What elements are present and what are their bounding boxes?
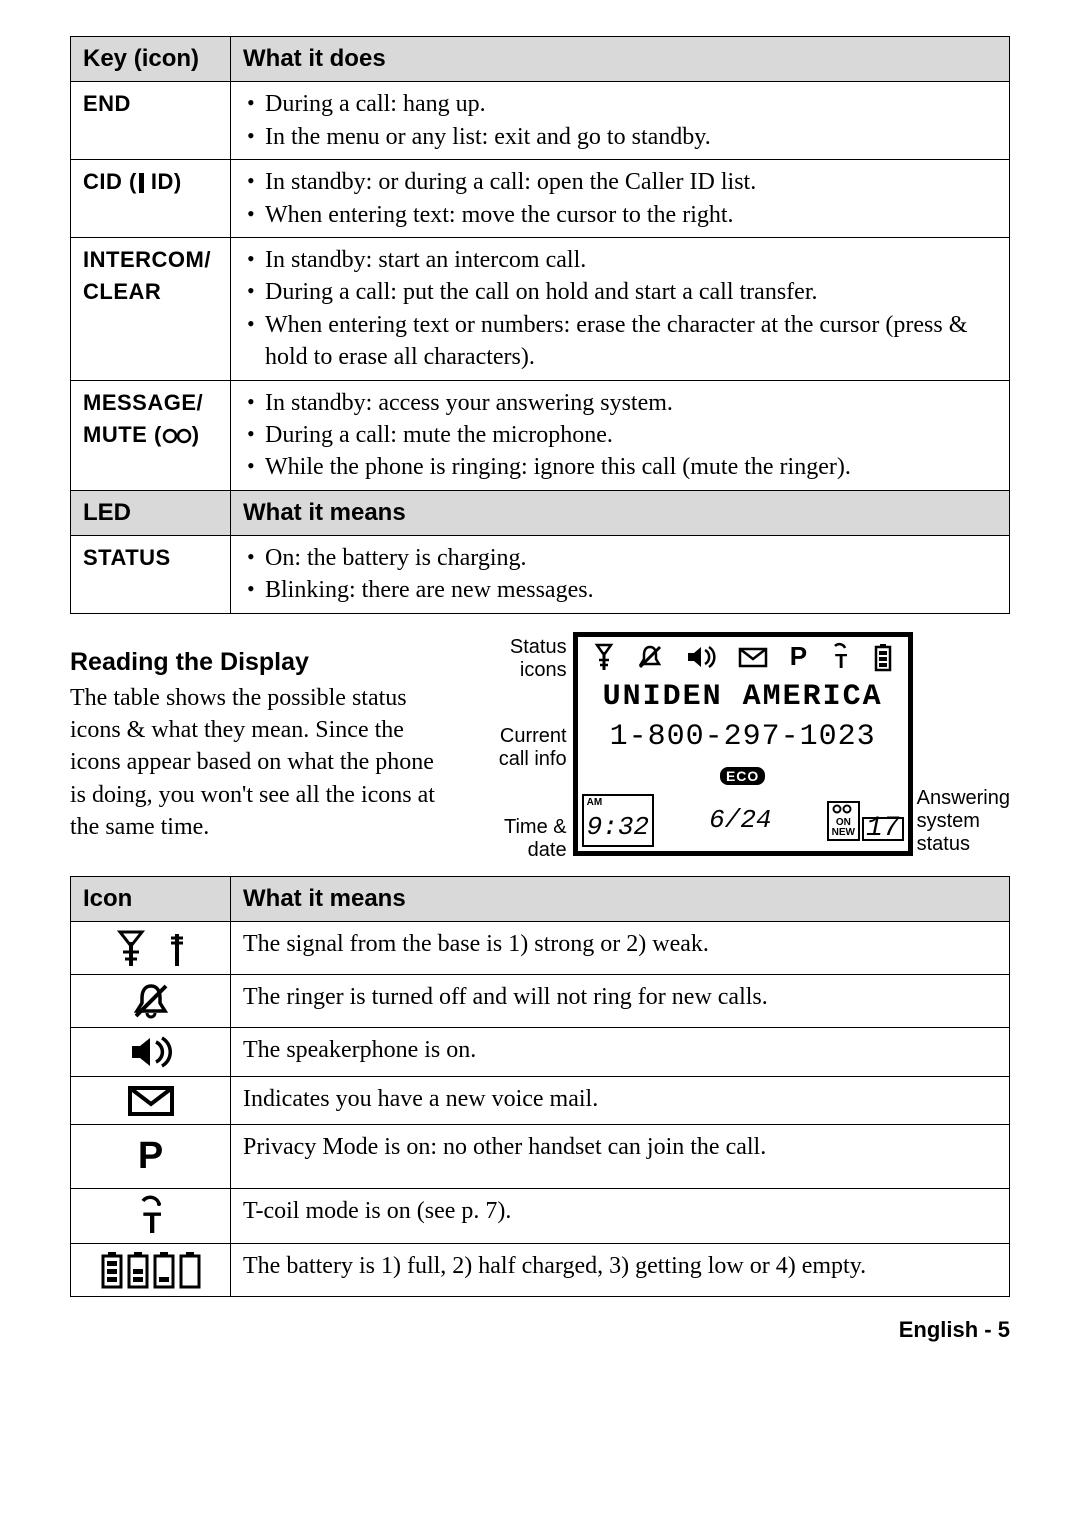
screen-new: NEW (832, 828, 855, 838)
icons-header-meaning: What it means (231, 876, 1010, 921)
keys-table: Key (icon) What it does END During a cal… (70, 36, 1010, 614)
battery-desc: The battery is 1) full, 2) half charged,… (231, 1244, 1010, 1297)
speaker-desc: The speakerphone is on. (231, 1028, 1010, 1077)
key-end-desc: During a call: hang up. In the menu or a… (243, 88, 997, 153)
icons-table: Icon What it means The signal from the b… (70, 876, 1010, 1297)
key-status-desc: On: the battery is charging. Blinking: t… (243, 542, 997, 607)
phone-screen: P T UNIDEN AMERICA 1-800-297-1023 ECO AM… (573, 632, 913, 856)
envelope-icon (71, 1077, 231, 1124)
led-header: LED (71, 490, 231, 535)
label-current-call: Currentcall info (499, 725, 567, 770)
envelope-desc: Indicates you have a new voice mail. (231, 1077, 1010, 1124)
label-status-icons: Status icons (510, 636, 567, 681)
screen-date: 6/24 (709, 803, 771, 838)
page-footer: English - 5 (70, 1315, 1010, 1345)
key-cid-desc: In standby: or during a call: open the C… (243, 166, 997, 231)
screen-caller-number: 1-800-297-1023 (578, 717, 908, 760)
key-message: MESSAGE/MUTE () (83, 390, 203, 447)
led-header-meaning: What it means (231, 490, 1010, 535)
battery-icon (71, 1244, 231, 1297)
keys-header-desc: What it does (231, 37, 1010, 82)
icons-header-icon: Icon (71, 876, 231, 921)
svg-text:T: T (143, 1207, 161, 1237)
screen-am: AM (587, 796, 649, 810)
key-status: STATUS (83, 545, 171, 570)
label-answering-system: Answeringsystemstatus (917, 787, 1010, 856)
display-section: Reading the Display The table shows the … (70, 632, 1010, 862)
tcoil-icon: T (71, 1189, 231, 1244)
key-cid: CID (ID) (83, 169, 182, 194)
reading-heading: Reading the Display (70, 646, 450, 680)
speaker-icon (71, 1028, 231, 1077)
signal-desc: The signal from the base is 1) strong or… (231, 922, 1010, 975)
privacy-desc: Privacy Mode is on: no other handset can… (231, 1124, 1010, 1188)
label-time-date: Time &date (504, 816, 567, 861)
svg-text:T: T (835, 651, 847, 672)
screen-msg-count: 17 (866, 819, 900, 839)
signal-icon (71, 922, 231, 975)
key-end: END (83, 91, 131, 116)
key-intercom: INTERCOM/CLEAR (83, 247, 211, 304)
privacy-icon: P (71, 1124, 231, 1188)
eco-badge: ECO (720, 767, 765, 785)
ringer-off-desc: The ringer is turned off and will not ri… (231, 975, 1010, 1028)
screen-caller-name: UNIDEN AMERICA (578, 677, 908, 718)
key-intercom-desc: In standby: start an intercom call. Duri… (243, 244, 997, 374)
tcoil-desc: T-coil mode is on (see p. 7). (231, 1189, 1010, 1244)
ringer-off-icon (71, 975, 231, 1028)
key-message-desc: In standby: access your answering system… (243, 387, 997, 484)
reading-body: The table shows the possible status icon… (70, 682, 450, 844)
screen-time: 9:32 (587, 810, 649, 845)
keys-header-key: Key (icon) (71, 37, 231, 82)
